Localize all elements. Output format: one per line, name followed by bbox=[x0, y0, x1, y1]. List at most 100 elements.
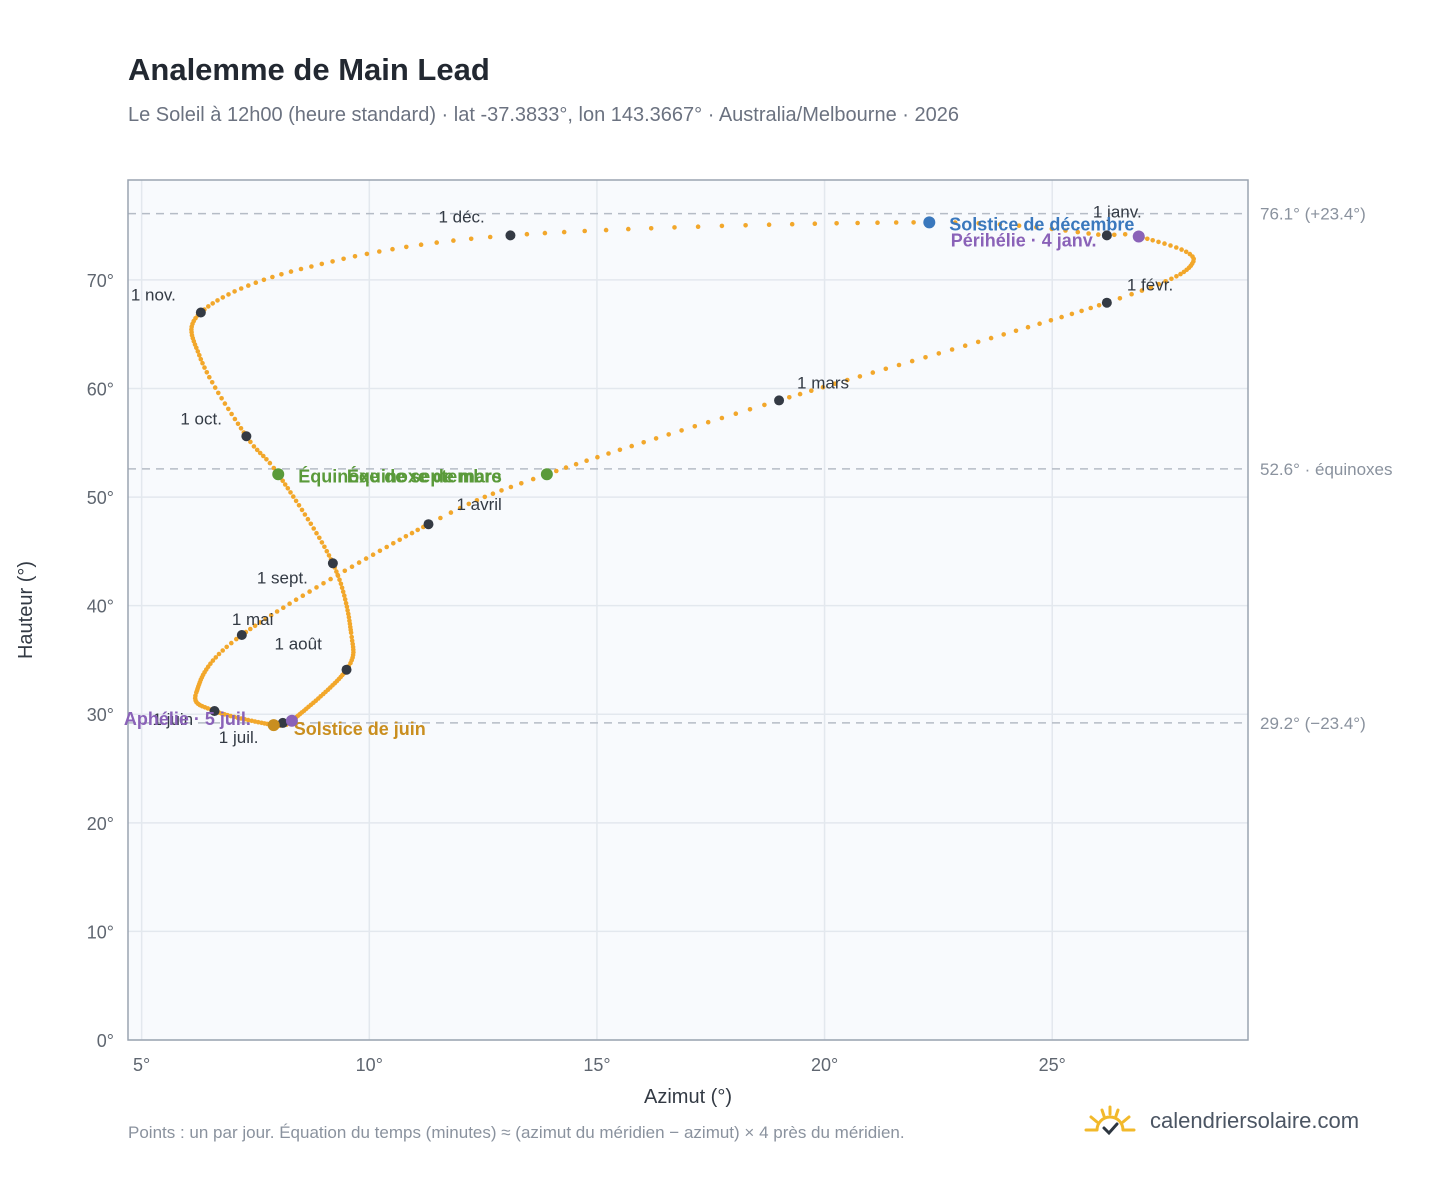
month-dot bbox=[236, 629, 247, 640]
day-point bbox=[370, 552, 376, 557]
day-point bbox=[648, 226, 654, 231]
day-point bbox=[641, 440, 646, 445]
day-point bbox=[487, 234, 493, 240]
day-point bbox=[438, 515, 443, 521]
day-point bbox=[288, 490, 293, 495]
day-point bbox=[245, 717, 251, 723]
day-point bbox=[584, 458, 589, 464]
day-point bbox=[949, 347, 955, 352]
day-point bbox=[235, 421, 241, 427]
day-point bbox=[349, 634, 355, 640]
day-point bbox=[809, 388, 814, 394]
day-point bbox=[219, 396, 224, 401]
event-label: Équinoxe de mars bbox=[347, 465, 502, 486]
day-point bbox=[820, 384, 826, 390]
day-point bbox=[672, 225, 677, 230]
day-point bbox=[563, 465, 569, 470]
event-label: Solstice de décembre bbox=[949, 214, 1134, 234]
day-point bbox=[468, 236, 474, 242]
event-label: Aphélie · 5 juil. bbox=[124, 709, 251, 729]
month-dot bbox=[774, 395, 785, 406]
event-dot bbox=[923, 216, 936, 229]
day-point bbox=[893, 220, 899, 225]
day-point bbox=[226, 292, 231, 297]
day-point bbox=[224, 644, 229, 650]
day-point bbox=[845, 377, 850, 383]
day-point bbox=[308, 521, 314, 527]
brand-name: calendriersolaire.com bbox=[1150, 1108, 1360, 1133]
day-point bbox=[582, 228, 587, 234]
day-point bbox=[261, 453, 266, 459]
day-point bbox=[1059, 314, 1064, 320]
month-label: 1 janv. bbox=[1093, 202, 1142, 221]
page-title: Analemme de Main Lead bbox=[128, 52, 490, 87]
event-dot bbox=[540, 468, 553, 481]
y-tick-label: 0° bbox=[97, 1031, 114, 1051]
day-point bbox=[832, 381, 838, 387]
day-point bbox=[257, 450, 263, 456]
day-point bbox=[1174, 274, 1179, 279]
day-point bbox=[254, 447, 260, 453]
day-point bbox=[747, 407, 753, 412]
day-point bbox=[282, 482, 288, 487]
day-point bbox=[251, 444, 257, 449]
x-tick-label: 5° bbox=[133, 1055, 150, 1075]
month-label: 1 déc. bbox=[438, 207, 484, 226]
day-point bbox=[342, 568, 348, 574]
day-point bbox=[234, 636, 239, 642]
y-tick-label: 50° bbox=[87, 488, 114, 508]
day-point bbox=[1096, 232, 1101, 237]
month-dot bbox=[241, 431, 252, 442]
day-point bbox=[345, 608, 350, 613]
day-point bbox=[321, 581, 326, 586]
event-label: Périhélie · 4 janv. bbox=[951, 230, 1097, 250]
day-point bbox=[242, 717, 247, 722]
reference-line-label: 29.2° (−23.4°) bbox=[1260, 714, 1366, 733]
day-point bbox=[409, 530, 415, 536]
day-point bbox=[1063, 228, 1068, 233]
day-point bbox=[573, 461, 579, 467]
day-point bbox=[280, 478, 286, 484]
day-point bbox=[229, 640, 234, 646]
day-point bbox=[238, 426, 244, 431]
day-point bbox=[270, 274, 275, 280]
month-label: 1 mai bbox=[232, 610, 274, 629]
day-point bbox=[1148, 284, 1154, 290]
plot-frame bbox=[127, 179, 1249, 1041]
reference-line-label: 76.1° (+23.4°) bbox=[1260, 205, 1366, 224]
day-point bbox=[263, 616, 268, 622]
x-tick-label: 20° bbox=[811, 1055, 838, 1075]
day-point bbox=[341, 256, 346, 262]
day-point bbox=[834, 221, 839, 226]
day-point bbox=[356, 560, 362, 565]
day-point bbox=[474, 498, 480, 503]
reference-line-label: 52.6° · équinoxes bbox=[1260, 460, 1393, 479]
day-point bbox=[679, 428, 684, 433]
day-point bbox=[1025, 324, 1031, 330]
day-point bbox=[322, 544, 327, 550]
month-dot bbox=[209, 705, 220, 716]
day-point bbox=[232, 289, 237, 294]
day-point bbox=[1016, 223, 1022, 228]
y-axis-title: Hauteur (°) bbox=[15, 561, 37, 659]
day-point bbox=[279, 272, 284, 277]
day-point bbox=[870, 370, 876, 375]
month-label: 1 févr. bbox=[1127, 276, 1173, 295]
plot-area bbox=[128, 180, 1248, 1040]
day-point bbox=[334, 569, 339, 574]
day-point bbox=[377, 249, 382, 254]
event-dot bbox=[272, 468, 285, 481]
y-axis-ticks: 0° 10° 20° 30° 40° 50° 60° 70° bbox=[87, 271, 114, 1051]
day-point bbox=[213, 655, 219, 660]
day-point bbox=[296, 503, 302, 508]
day-point bbox=[349, 638, 355, 643]
day-point bbox=[415, 527, 421, 533]
day-point bbox=[314, 585, 319, 590]
day-point bbox=[253, 280, 259, 286]
day-point bbox=[855, 220, 860, 226]
month-dot bbox=[505, 230, 516, 241]
brand[interactable]: calendriersolaire.com bbox=[1082, 1104, 1359, 1138]
month-label: 1 juin bbox=[153, 710, 194, 729]
day-point bbox=[499, 488, 504, 493]
day-point bbox=[391, 541, 396, 546]
